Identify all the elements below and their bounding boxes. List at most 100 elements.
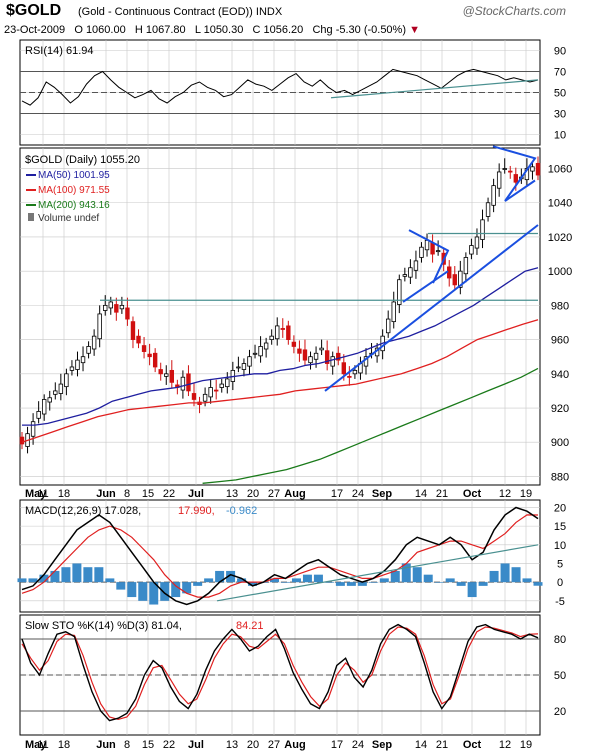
candle-body xyxy=(103,304,108,311)
macd-tick-label: 20 xyxy=(554,502,566,514)
candle-body xyxy=(419,246,424,258)
x-axis-label: 11 xyxy=(37,488,48,500)
candle-body xyxy=(202,393,208,402)
x-axis-label: Jun xyxy=(96,488,116,500)
candle-body xyxy=(69,366,75,371)
x-axis-label: 18 xyxy=(58,488,70,500)
candle-body xyxy=(180,376,186,391)
macd-tick-label: 10 xyxy=(554,540,566,552)
price-tick-label: 1040 xyxy=(548,198,572,210)
macd-hist-bar xyxy=(533,582,543,586)
candle-body xyxy=(275,325,280,340)
macd-hist-bar xyxy=(280,582,290,583)
macd-hist-bar xyxy=(215,570,225,583)
macd-hist-bar xyxy=(270,578,280,583)
rsi-tick-label: 90 xyxy=(554,46,566,58)
candle-body xyxy=(252,352,258,355)
macd-hist-bar xyxy=(313,574,323,583)
x-axis-label: 21 xyxy=(436,488,448,500)
candle-body xyxy=(125,307,130,320)
quote-open: O 1060.00 xyxy=(74,24,126,36)
macd-hist-bar xyxy=(193,582,203,586)
candle-body xyxy=(258,346,263,357)
macd-hist-bar xyxy=(379,578,389,583)
x-axis-label: 19 xyxy=(520,488,532,500)
candle-body xyxy=(435,250,441,253)
candle-body xyxy=(58,383,64,394)
macd-hist-bar xyxy=(226,570,236,583)
macd-hist-bar xyxy=(412,567,422,583)
x-axis-label: 15 xyxy=(142,739,154,751)
candle-body xyxy=(225,378,230,388)
candle-body xyxy=(480,219,485,240)
macd-label-text: MACD(12,26,9) 17.028, xyxy=(25,505,141,517)
price-tick-label: 900 xyxy=(551,437,569,449)
x-axis-label: Oct xyxy=(463,488,482,500)
candle-body xyxy=(391,301,396,323)
x-axis-label: 15 xyxy=(142,488,154,500)
candle-body xyxy=(64,373,69,388)
candle-body xyxy=(186,373,191,392)
quote-line: 23-Oct-2009 O 1060.00 H 1067.80 L 1050.3… xyxy=(4,24,420,36)
x-axis-label: 14 xyxy=(415,739,427,751)
candle-body xyxy=(169,369,175,383)
x-axis-label: 11 xyxy=(37,739,48,751)
macd-hist-bar xyxy=(138,582,148,601)
candle-body xyxy=(408,267,413,278)
candle-body xyxy=(385,318,391,334)
candle-body xyxy=(91,335,97,350)
legend-ma50: MA(50) 1001.95 xyxy=(38,170,110,181)
candle-body xyxy=(30,421,36,437)
x-axis-label: Oct xyxy=(463,739,482,751)
macd-hist-bar xyxy=(511,567,521,583)
x-axis-label: 8 xyxy=(124,488,130,500)
sto-tick-label: 20 xyxy=(554,706,566,718)
x-axis-label: 22 xyxy=(163,739,175,751)
x-axis-label: 21 xyxy=(436,739,448,751)
candle-body xyxy=(208,387,213,398)
down-arrow-icon: ▼ xyxy=(409,24,420,36)
candle-body xyxy=(341,362,347,375)
macd-tick-label: 15 xyxy=(554,521,566,533)
macd-hist-bar xyxy=(94,567,104,583)
x-axis-label: 17 xyxy=(331,739,343,751)
x-axis-label: Aug xyxy=(284,739,305,751)
candle-body xyxy=(158,369,163,375)
quote-date: 23-Oct-2009 xyxy=(4,24,66,36)
candle-body xyxy=(430,242,435,255)
sto-d-label: 84.21 xyxy=(236,620,264,632)
candle-body xyxy=(297,348,302,354)
macd-hist-bar xyxy=(182,582,192,594)
macd-hist-bar xyxy=(390,570,400,583)
macd-signal-line xyxy=(21,514,539,598)
candle-body xyxy=(263,342,269,350)
price-legend: $GOLD (Daily) 1055.20 MA(50) 1001.95 MA(… xyxy=(25,154,140,224)
sto-tick-label: 50 xyxy=(554,670,566,682)
ma200-line xyxy=(202,367,539,484)
candle-body xyxy=(80,356,86,364)
x-axis-label: 12 xyxy=(499,488,511,500)
price-panel-frame xyxy=(19,147,541,486)
x-axis-label: 13 xyxy=(226,739,238,751)
price-tick-label: 960 xyxy=(551,335,569,347)
macd-hist-bar xyxy=(489,570,499,583)
x-axis-label: 12 xyxy=(499,739,511,751)
macd-hist-bar xyxy=(478,582,488,586)
candle-body xyxy=(336,352,341,361)
stockcharts-logo[interactable]: @StockCharts.com xyxy=(462,4,566,18)
macd-hist-bar xyxy=(204,578,214,583)
macd-hist-bar xyxy=(357,582,367,586)
candle-body xyxy=(302,349,308,361)
rsi-tick-label: 50 xyxy=(554,88,566,100)
price-tick-label: 1000 xyxy=(548,266,572,278)
candle-body xyxy=(141,345,147,352)
x-axis-label: 18 xyxy=(58,739,70,751)
trendline xyxy=(324,224,539,392)
candle-body xyxy=(463,257,469,275)
candle-body xyxy=(236,366,241,369)
candle-body xyxy=(324,350,330,364)
candle-body xyxy=(413,260,419,271)
candle-body xyxy=(280,328,285,330)
macd-hist-bar xyxy=(17,578,27,583)
candle-body xyxy=(452,274,457,286)
